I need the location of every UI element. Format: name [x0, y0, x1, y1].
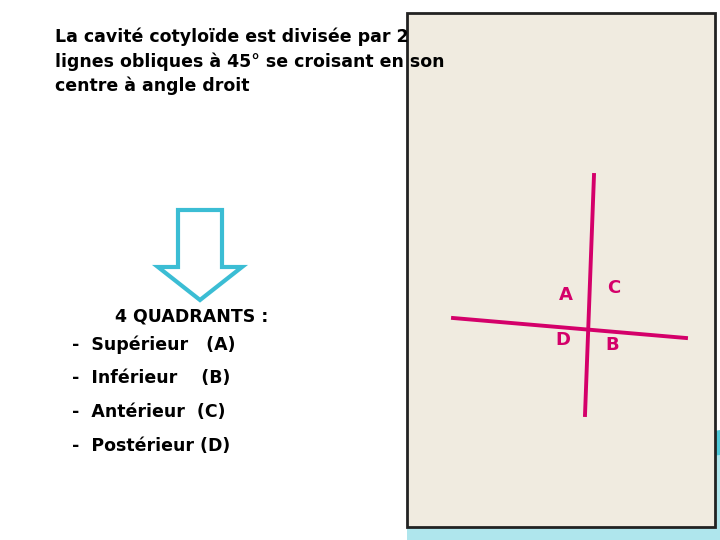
Text: A: A [559, 286, 573, 304]
Text: 4 QUADRANTS :: 4 QUADRANTS : [115, 308, 269, 326]
Text: -  Antérieur  (C): - Antérieur (C) [72, 403, 225, 421]
Bar [0, 0, 407, 540]
Polygon shape [0, 398, 407, 460]
Bar [407, 13, 715, 527]
Polygon shape [0, 455, 720, 540]
Text: D: D [556, 331, 570, 349]
Polygon shape [158, 210, 242, 300]
Text: B: B [606, 336, 618, 354]
Text: La cavité cotyloïde est divisée par 2
lignes obliques à 45° se croisant en son
c: La cavité cotyloïde est divisée par 2 li… [55, 28, 444, 95]
Text: -  Supérieur   (A): - Supérieur (A) [72, 335, 235, 354]
Polygon shape [0, 430, 720, 540]
Text: -  Inférieur    (B): - Inférieur (B) [72, 369, 230, 387]
Text: -  Postérieur (D): - Postérieur (D) [72, 437, 230, 455]
Text: C: C [608, 279, 621, 297]
